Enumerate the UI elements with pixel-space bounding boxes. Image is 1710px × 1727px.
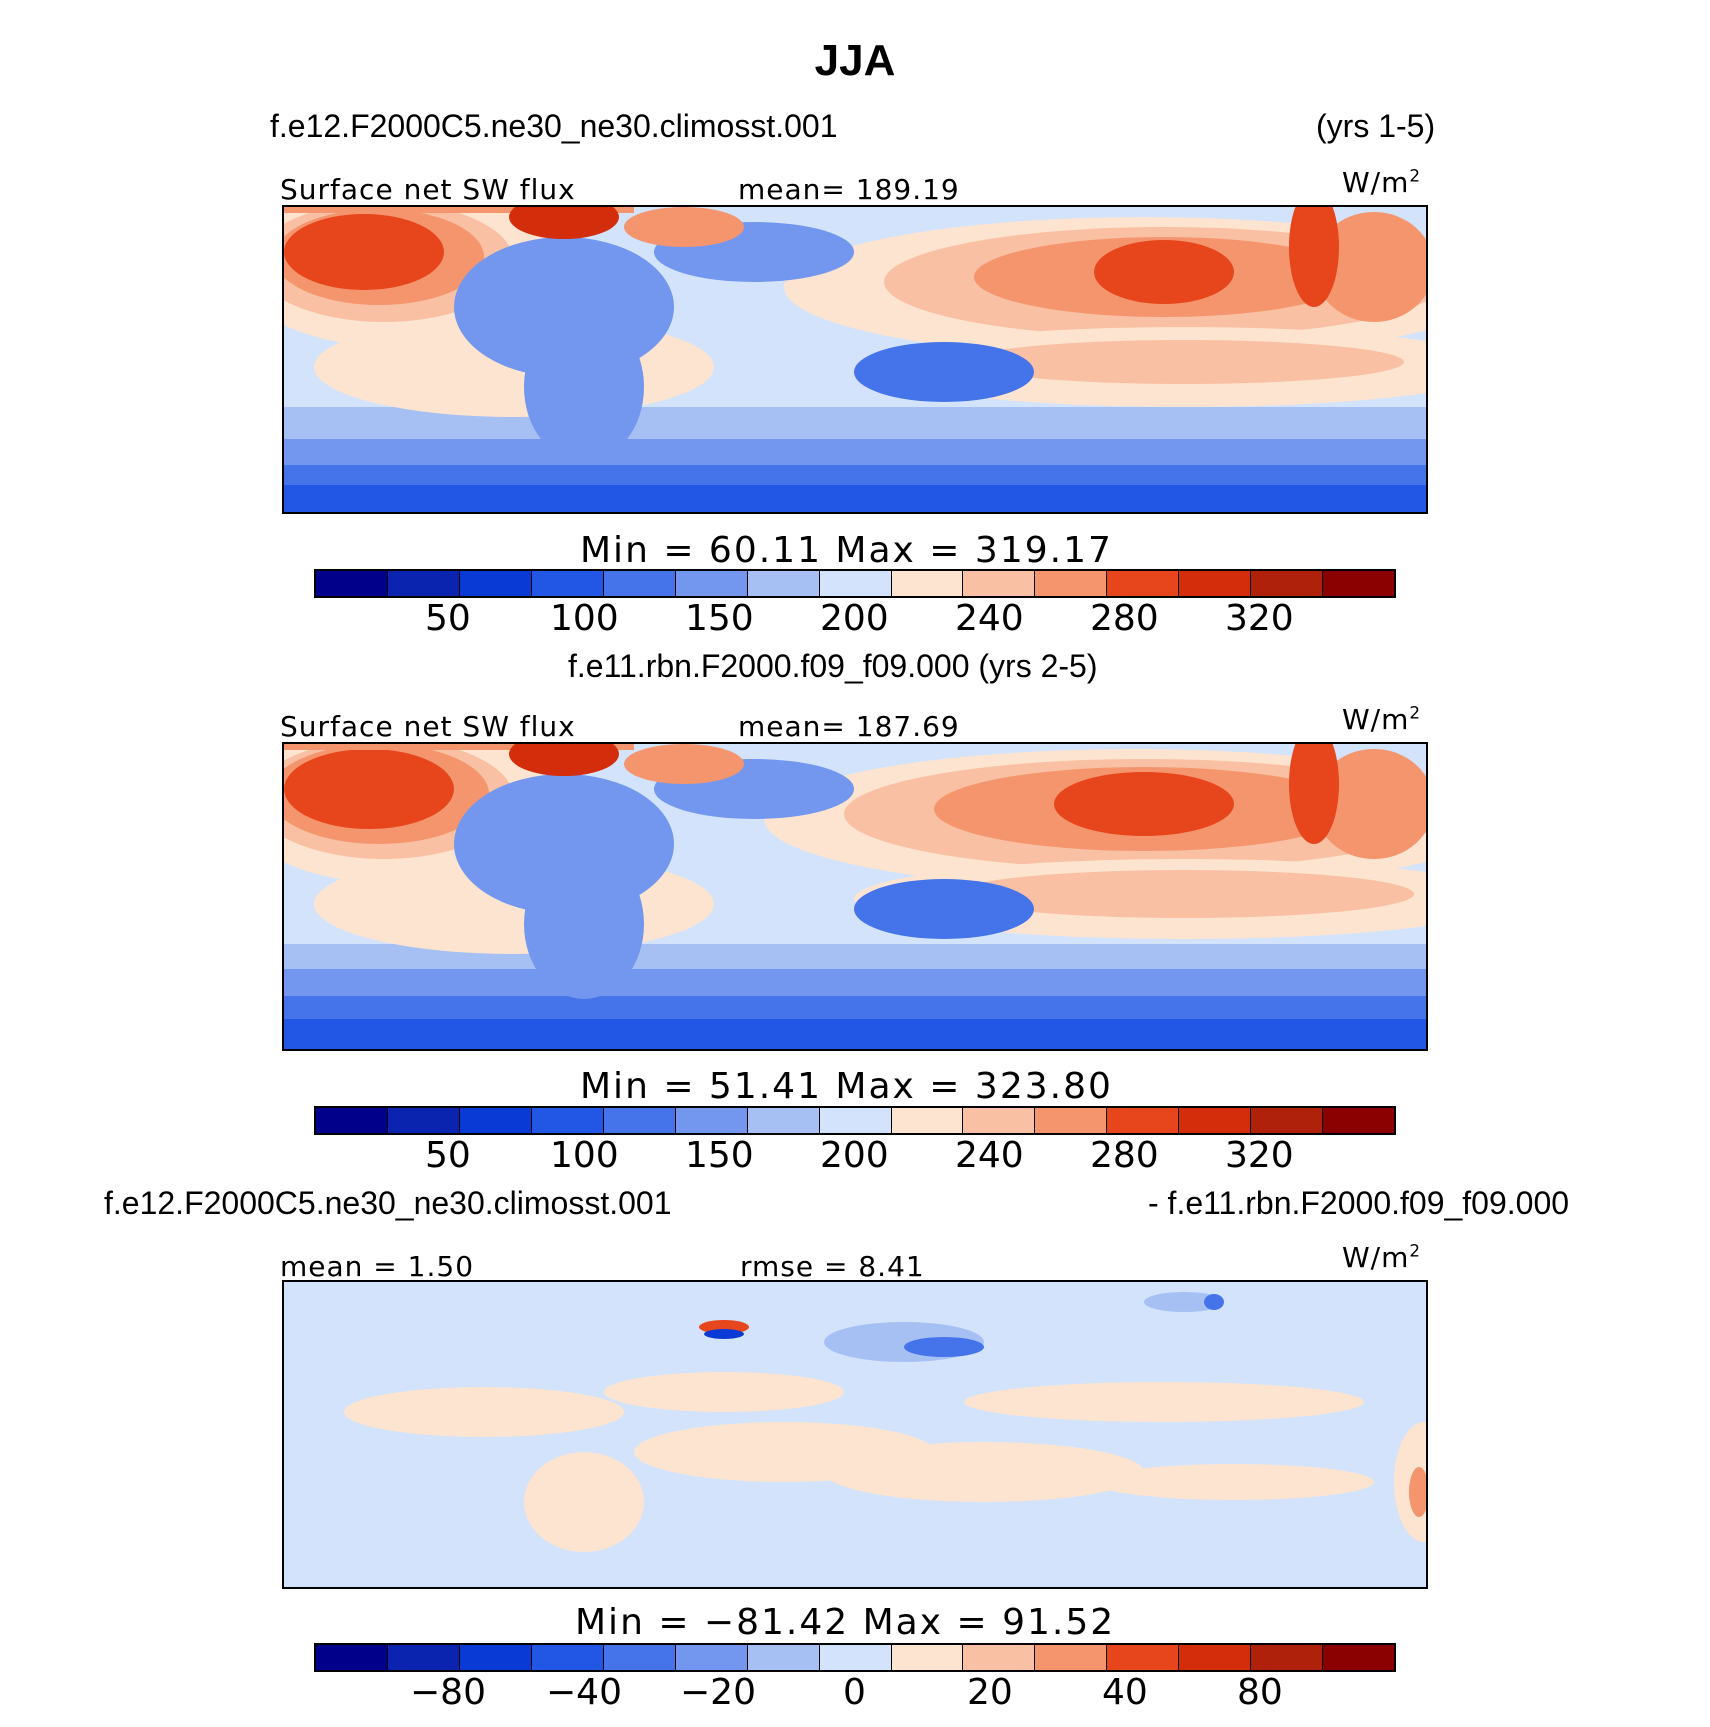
- panel3-tick: −40: [546, 1672, 622, 1713]
- panel2-map: [282, 742, 1428, 1051]
- panel1-tick: 100: [550, 598, 619, 639]
- panel3-contour-field: [284, 1282, 1426, 1587]
- panel2-variable-label: Surface net SW flux: [280, 710, 576, 743]
- figure-title: JJA: [814, 36, 896, 85]
- panel1-years: (yrs 1-5): [1316, 108, 1436, 144]
- panel1-map: [282, 205, 1428, 514]
- panel3-colorbar: [314, 1643, 1396, 1672]
- panel1-case-name: f.e12.F2000C5.ne30_ne30.climosst.001: [270, 108, 838, 144]
- panel1-colorbar: [314, 569, 1396, 598]
- panel1-mean-label: mean= 189.19: [738, 173, 960, 206]
- panel1-min-max: Min = 60.11 Max = 319.17: [580, 530, 1113, 571]
- panel2-tick: 280: [1090, 1135, 1159, 1176]
- panel3-tick: −80: [410, 1672, 486, 1713]
- panel1-tick: 50: [425, 598, 471, 639]
- panel1-variable-label: Surface net SW flux: [280, 173, 576, 206]
- panel1-tick: 320: [1225, 598, 1294, 639]
- panel1-units: W/m2: [1342, 165, 1422, 199]
- panel1-tick: 150: [685, 598, 754, 639]
- panel2-mean-label: mean= 187.69: [738, 710, 960, 743]
- panel3-rmse-label: rmse = 8.41: [740, 1250, 925, 1283]
- panel1-tick: 280: [1090, 598, 1159, 639]
- panel3-tick: 80: [1237, 1672, 1283, 1713]
- panel1-tick: 240: [955, 598, 1024, 639]
- panel3-tick: 40: [1102, 1672, 1148, 1713]
- panel2-tick: 200: [820, 1135, 889, 1176]
- panel3-units: W/m2: [1342, 1240, 1422, 1274]
- panel2-tick: 240: [955, 1135, 1024, 1176]
- panel1-tick: 200: [820, 598, 889, 639]
- panel2-case-name: f.e11.rbn.F2000.f09_f09.000 (yrs 2-5): [568, 648, 1098, 684]
- panel3-mean-label: mean = 1.50: [280, 1250, 475, 1283]
- panel2-contour-field: [284, 744, 1426, 1049]
- panel3-case-name: f.e12.F2000C5.ne30_ne30.climosst.001: [104, 1185, 672, 1221]
- panel2-min-max: Min = 51.41 Max = 323.80: [580, 1066, 1113, 1107]
- panel3-tick: 20: [967, 1672, 1013, 1713]
- panel3-tick: 0: [843, 1672, 866, 1713]
- panel1-contour-field: [284, 207, 1426, 512]
- panel3-min-max: Min = −81.42 Max = 91.52: [575, 1602, 1116, 1643]
- panel2-tick: 50: [425, 1135, 471, 1176]
- panel2-tick: 320: [1225, 1135, 1294, 1176]
- panel2-tick: 150: [685, 1135, 754, 1176]
- panel3-minus-case: - f.e11.rbn.F2000.f09_f09.000: [1148, 1185, 1570, 1221]
- panel2-colorbar: [314, 1106, 1396, 1135]
- panel2-tick: 100: [550, 1135, 619, 1176]
- panel3-tick: −20: [680, 1672, 756, 1713]
- panel3-map: [282, 1280, 1428, 1589]
- panel2-units: W/m2: [1342, 702, 1422, 736]
